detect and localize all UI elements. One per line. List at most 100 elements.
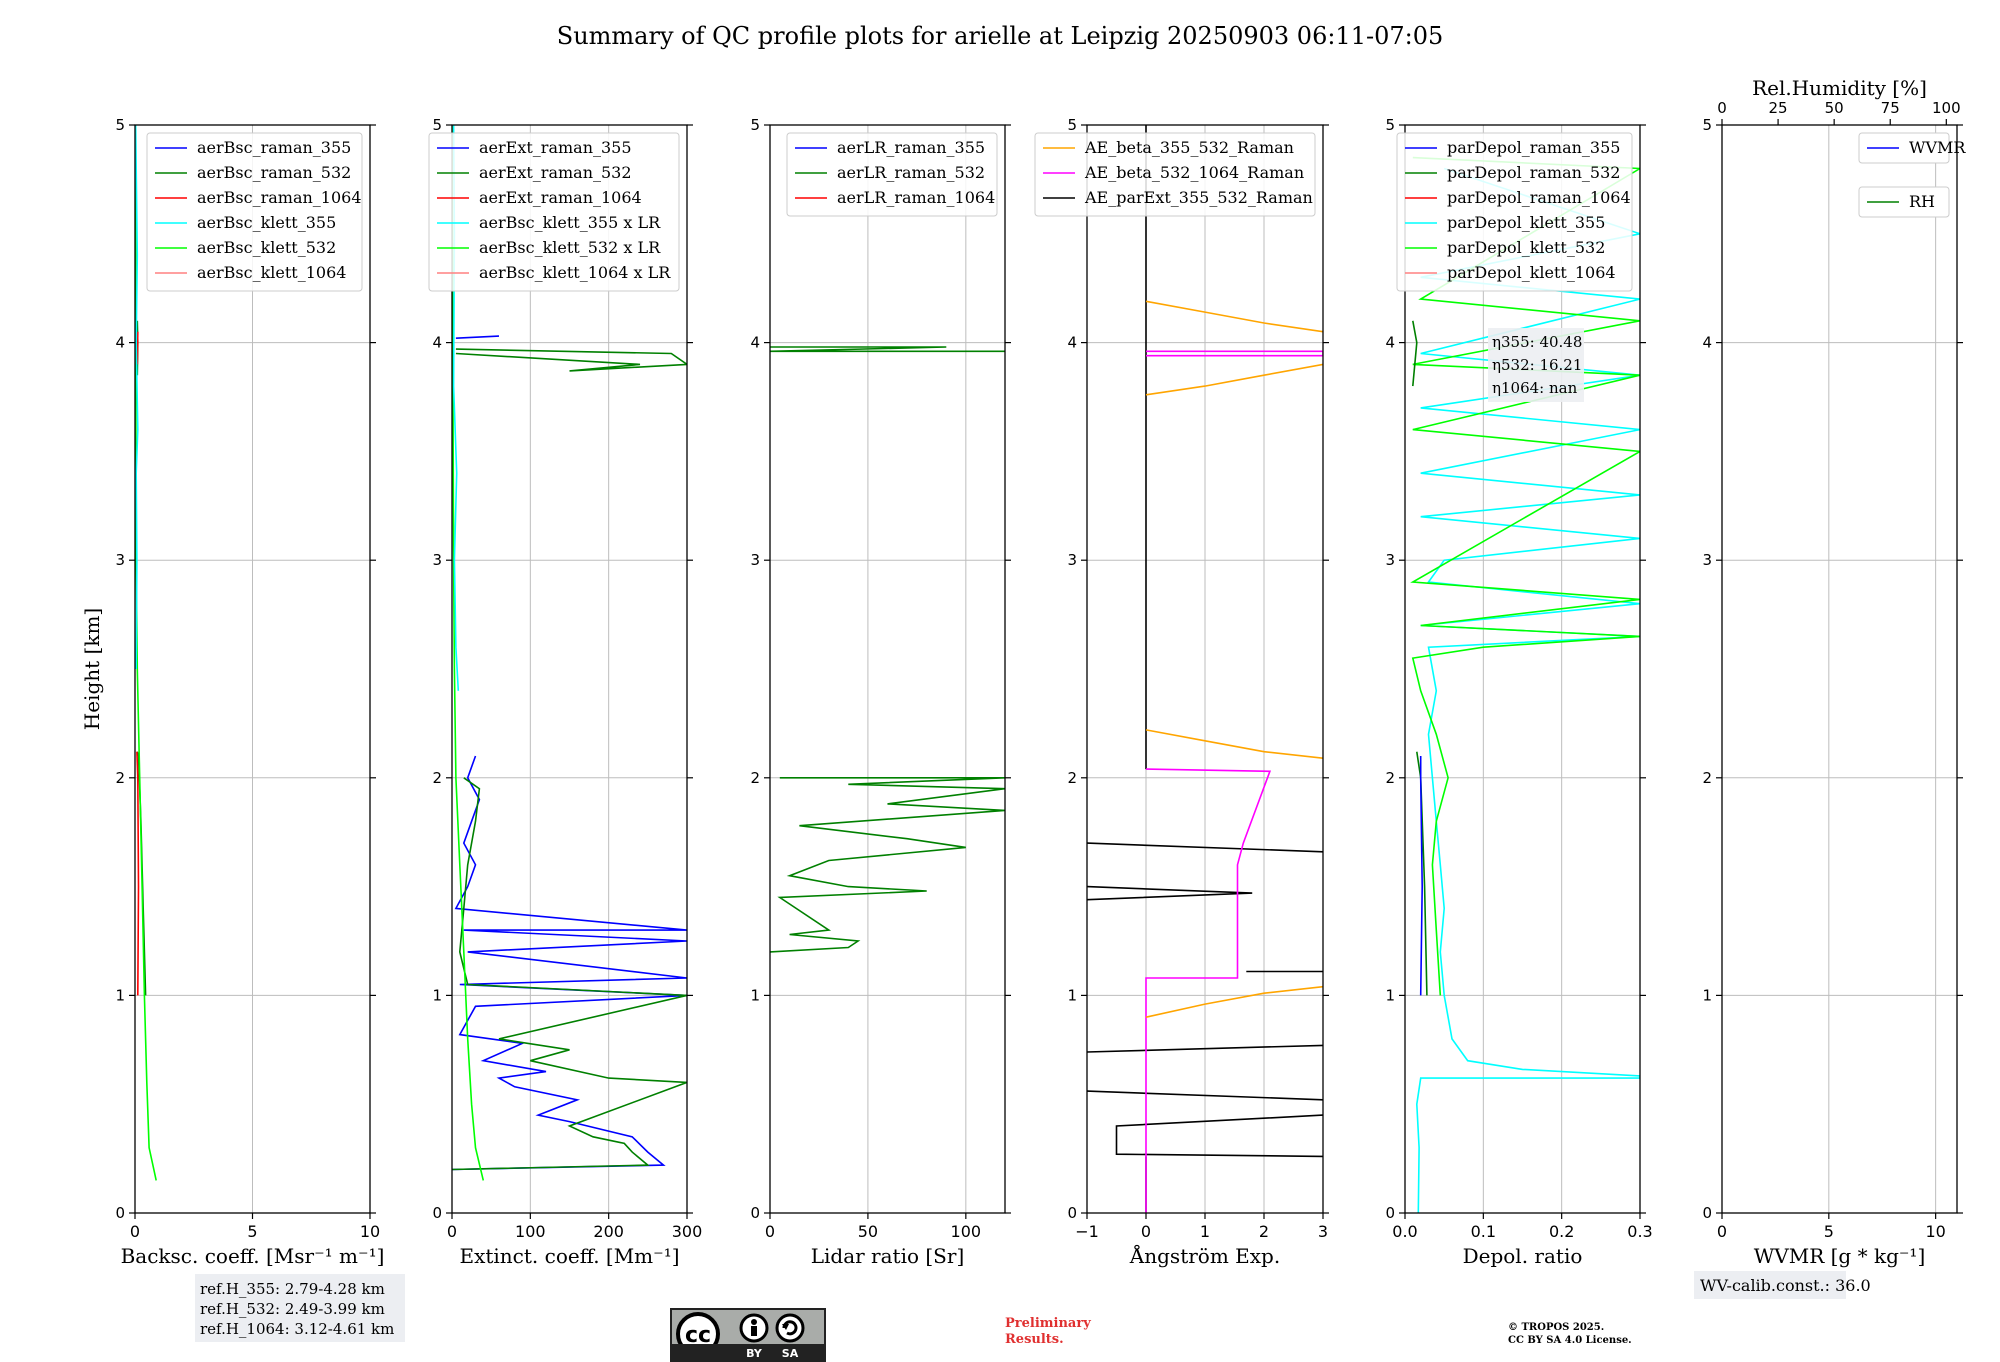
legend-entry: aerExt_raman_1064 <box>479 188 642 207</box>
legend-entry: aerBsc_klett_355 <box>197 213 336 232</box>
y-tick-label: 1 <box>115 986 125 1004</box>
legend-box <box>1396 132 1633 292</box>
series-group <box>135 125 157 1181</box>
series-line-pardepol-raman-532-upper- <box>1412 320 1418 387</box>
legend-box <box>1858 132 1950 164</box>
legend-entry: aerLR_raman_532 <box>837 163 985 182</box>
y-tick-label: 1 <box>1385 986 1395 1004</box>
y-tick-label: 2 <box>1702 769 1712 787</box>
series-line-pardepol-raman-355 <box>1419 756 1424 996</box>
series-line-aerext-raman-532-upper- <box>455 348 687 372</box>
x-tick-label: 200 <box>593 1222 624 1241</box>
x-tick-label: −1 <box>1075 1222 1099 1241</box>
y-tick-label: 2 <box>750 769 760 787</box>
legend-box <box>146 132 363 292</box>
x-tick-label: 0 <box>1141 1222 1151 1241</box>
plot-frame <box>769 124 1006 1214</box>
legend-entry: parDepol_raman_1064 <box>1447 188 1631 207</box>
x-axis-label: WVMR [g * kg⁻¹] <box>1754 1244 1926 1268</box>
series-line-ae-parext-355-532-raman <box>1087 1090 1323 1101</box>
y-tick-label: 0 <box>1067 1204 1077 1222</box>
y-tick-label: 5 <box>750 116 760 134</box>
ref-height-box: ref.H_355: 2.79-4.28 km ref.H_532: 2.49-… <box>195 1274 405 1342</box>
series-line-ae-beta-532-1064-raman <box>1146 350 1323 357</box>
series-group <box>452 125 687 1181</box>
y-tick-label: 0 <box>432 1204 442 1222</box>
y-tick-label: 5 <box>1702 116 1712 134</box>
y-tick-label: 4 <box>750 334 760 352</box>
cc-logo-text: cc <box>685 1323 711 1348</box>
legend-entry: parDepol_raman_532 <box>1447 163 1620 182</box>
legend-entry: aerExt_raman_355 <box>479 138 632 157</box>
legend-entry: aerBsc_raman_355 <box>197 138 351 157</box>
sa-share-icon <box>775 1313 805 1343</box>
x2-tick-label: 0 <box>1717 99 1727 117</box>
y-tick-label: 4 <box>432 334 442 352</box>
results-label: Results. <box>1005 1332 1064 1347</box>
series-line-ae-parext-355-532-raman <box>1087 1044 1323 1053</box>
figure-title: Summary of QC profile plots for arielle … <box>557 22 1443 50</box>
x-tick-label: 0 <box>1717 1222 1727 1241</box>
x-tick-label: 3 <box>1318 1222 1328 1241</box>
preliminary-label: Preliminary <box>1005 1316 1091 1331</box>
series-line-aerbsc-raman-1064 <box>136 751 140 996</box>
legend-entry: WVMR <box>1909 138 1966 157</box>
x-tick-label: 100 <box>951 1222 982 1241</box>
series-line-pardepol-klett-355 <box>1415 167 1640 1213</box>
series-line-ae-beta-355-532-raman <box>1145 985 1323 1018</box>
x-axis-label: Backsc. coeff. [Msr⁻¹ m⁻¹] <box>121 1244 385 1268</box>
legend-entry: parDepol_klett_355 <box>1447 213 1605 232</box>
x-tick-label: 0 <box>130 1222 140 1241</box>
legend-entry: aerBsc_klett_1064 x LR <box>479 263 671 282</box>
x2-tick-label: 25 <box>1769 99 1788 117</box>
chart-panel-5: 0.0 0.1 0.2 0.3 0 1 2 3 4 5 Depol. ratio parDepol_r… <box>1385 116 1652 1268</box>
x-tick-label: 0.0 <box>1392 1222 1417 1241</box>
sa-label: SA <box>782 1347 799 1360</box>
x-tick-label: 2 <box>1259 1222 1269 1241</box>
legend-entry: AE_beta_355_532_Raman <box>1084 138 1294 157</box>
y-tick-label: 2 <box>432 769 442 787</box>
series-line-ae-beta-355-532-raman <box>1145 300 1323 333</box>
legend-entry: aerBsc_klett_355 x LR <box>479 213 661 232</box>
y-axis-label: Height [km] <box>80 608 104 730</box>
x-tick-label: 100 <box>515 1222 546 1241</box>
x-tick-label: 10 <box>1925 1222 1945 1241</box>
eta-532: η532: 16.21 <box>1492 356 1582 374</box>
series-line-aerlr-raman-532-upper- <box>770 346 1005 353</box>
x2-tick-label: 50 <box>1825 99 1844 117</box>
x-tick-label: 0.1 <box>1471 1222 1496 1241</box>
x-tick-label: 0 <box>447 1222 457 1241</box>
x-axis-label: Lidar ratio [Sr] <box>811 1244 965 1268</box>
plot-frame <box>451 124 688 1214</box>
y-tick-label: 2 <box>1385 769 1395 787</box>
x-tick-label: 5 <box>1824 1222 1834 1241</box>
ref-h-532: ref.H_532: 2.49-3.99 km <box>200 1300 385 1318</box>
x-tick-label: 1 <box>1200 1222 1210 1241</box>
ref-h-1064: ref.H_1064: 3.12-4.61 km <box>200 1320 394 1338</box>
legend-entry: AE_beta_532_1064_Raman <box>1084 163 1304 182</box>
series-group <box>1410 156 1640 1213</box>
y-tick-label: 1 <box>432 986 442 1004</box>
ref-h-355: ref.H_355: 2.79-4.28 km <box>200 1280 385 1298</box>
wv-calib-const: WV-calib.const.: 36.0 <box>1700 1276 1871 1295</box>
legend-entry: AE_parExt_355_532_Raman <box>1084 188 1313 207</box>
legend-entry: aerLR_raman_1064 <box>837 188 995 207</box>
legend-entry: aerBsc_klett_532 <box>197 238 336 257</box>
x-tick-label: 300 <box>672 1222 703 1241</box>
chart-panel-1: 0 5 10 0 1 2 3 4 5 Backsc. coeff. [Msr⁻¹ m⁻¹] Heig… <box>80 116 384 1268</box>
x2-axis-label: Rel.Humidity [%] <box>1752 76 1927 100</box>
legend-entry: aerBsc_raman_532 <box>197 163 351 182</box>
x2-tick-label: 100 <box>1932 99 1961 117</box>
y-tick-label: 1 <box>1067 986 1077 1004</box>
legend-entry: aerBsc_raman_1064 <box>197 188 362 207</box>
eta-355: η355: 40.48 <box>1492 333 1582 351</box>
chart-panel-3: 0 50 100 0 1 2 3 4 5 Lidar ratio [Sr] aerLR_raman_… <box>750 116 1011 1268</box>
legend-entry: aerLR_raman_355 <box>837 138 985 157</box>
series-line-ae-parext-355-532-raman <box>1087 885 1253 901</box>
y-tick-label: 2 <box>115 769 125 787</box>
legend-entry: aerExt_raman_532 <box>479 163 632 182</box>
eta-box: η355: 40.48 η532: 16.21 η1064: nan <box>1488 328 1584 402</box>
